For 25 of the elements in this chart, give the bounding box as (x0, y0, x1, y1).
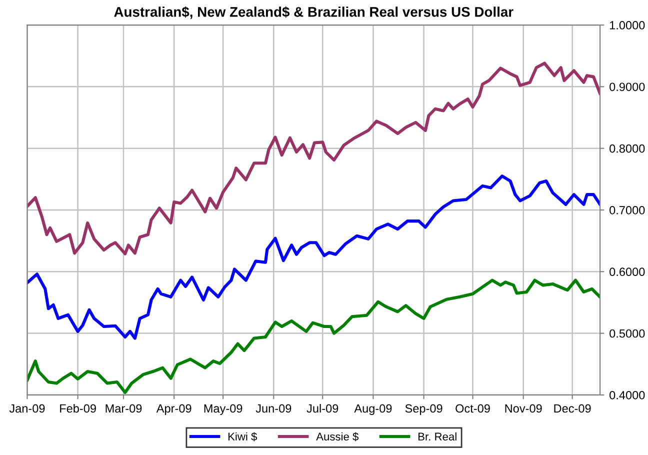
x-tick-label: May-09 (204, 404, 242, 415)
x-tick-label: Nov-09 (505, 404, 542, 413)
legend-label: Aussie $ (316, 432, 359, 442)
y-tick-label: 1.0000 (610, 21, 645, 30)
chart-title: Australian$, New Zealand$ & Brazilian Real versus US Dollar (114, 6, 514, 19)
y-tick-label: 0.5000 (610, 329, 645, 338)
x-tick-label: Mar-09 (106, 404, 142, 413)
x-tick-label: Jan-09 (9, 404, 45, 413)
x-tick-label: Aug-09 (354, 404, 392, 415)
line-series (27, 62, 600, 256)
y-tick-label: 0.9000 (610, 82, 645, 92)
x-tick-label: Apr-09 (156, 404, 192, 415)
x-tick-label: Feb-09 (60, 404, 96, 413)
x-tick-label: Jun-09 (256, 404, 292, 413)
legend-label: Kiwi $ (228, 432, 258, 442)
x-tick-label: Oct-09 (456, 404, 490, 413)
x-tick-label: Dec-09 (554, 404, 591, 413)
x-tick-label: Jul-09 (306, 404, 338, 413)
y-tick-label: 0.4000 (610, 390, 645, 400)
line-series (27, 174, 600, 340)
y-tick-label: 0.8000 (610, 144, 645, 153)
legend-label: Br. Real (418, 432, 456, 441)
y-tick-label: 0.7000 (610, 206, 645, 214)
y-tick-label: 0.6000 (610, 268, 645, 276)
x-tick-label: Sep-09 (405, 404, 442, 415)
